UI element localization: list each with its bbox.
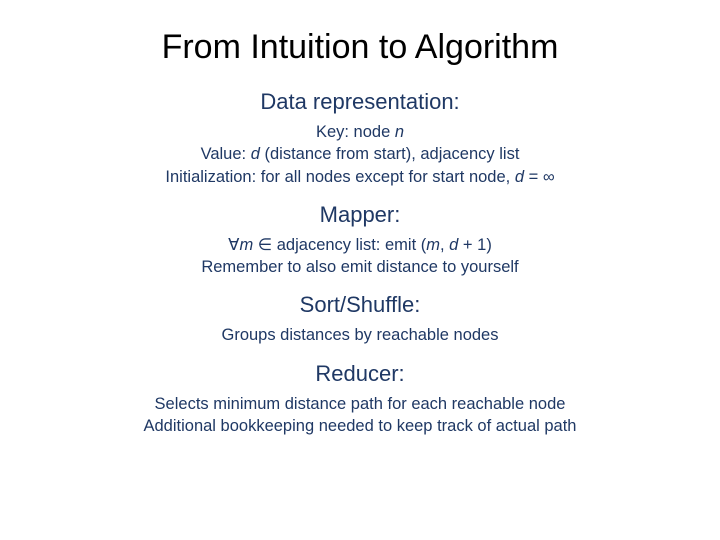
var-d: d	[251, 145, 260, 163]
section-mapper: Mapper: ∀m ∈ adjacency list: emit (m, d …	[40, 202, 680, 279]
sort-line-1: Groups distances by reachable nodes	[40, 324, 680, 346]
forall-symbol: ∀	[228, 236, 239, 254]
text: Initialization: for all nodes except for…	[165, 168, 514, 186]
section-data-representation: Data representation: Key: node n Value: …	[40, 89, 680, 188]
text: Key: node	[316, 123, 395, 141]
text: ∈ adjacency list: emit (	[253, 236, 426, 254]
data-rep-init-line: Initialization: for all nodes except for…	[40, 166, 680, 188]
section-reducer: Reducer: Selects minimum distance path f…	[40, 361, 680, 438]
section-sort-shuffle: Sort/Shuffle: Groups distances by reacha…	[40, 292, 680, 346]
text: (distance from start), adjacency list	[260, 145, 520, 163]
reducer-line-2: Additional bookkeeping needed to keep tr…	[40, 415, 680, 437]
var-n: n	[395, 123, 404, 141]
text: =	[524, 168, 543, 186]
text: + 1)	[458, 236, 491, 254]
var-d: d	[515, 168, 524, 186]
data-rep-key-line: Key: node n	[40, 121, 680, 143]
text: Value:	[201, 145, 251, 163]
section-heading: Data representation:	[40, 89, 680, 115]
var-m: m	[426, 236, 440, 254]
text: ,	[440, 236, 449, 254]
infinity-symbol: ∞	[543, 168, 555, 186]
mapper-line-1: ∀m ∈ adjacency list: emit (m, d + 1)	[40, 234, 680, 256]
slide: From Intuition to Algorithm Data represe…	[0, 0, 720, 540]
section-heading: Sort/Shuffle:	[40, 292, 680, 318]
mapper-line-2: Remember to also emit distance to yourse…	[40, 256, 680, 278]
section-heading: Mapper:	[40, 202, 680, 228]
reducer-line-1: Selects minimum distance path for each r…	[40, 393, 680, 415]
data-rep-value-line: Value: d (distance from start), adjacenc…	[40, 143, 680, 165]
slide-title: From Intuition to Algorithm	[40, 28, 680, 67]
section-heading: Reducer:	[40, 361, 680, 387]
var-d: d	[449, 236, 458, 254]
var-m: m	[239, 236, 253, 254]
